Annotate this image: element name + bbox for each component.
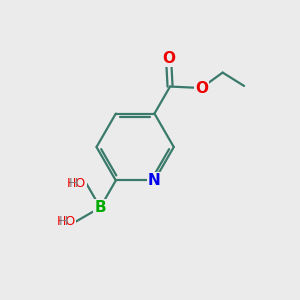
Text: HO: HO (56, 215, 76, 228)
Text: O: O (162, 51, 175, 66)
Text: N: N (148, 173, 161, 188)
Text: B: B (94, 200, 106, 215)
Text: HO: HO (67, 177, 86, 190)
Text: H: H (58, 215, 68, 228)
Text: O: O (195, 80, 208, 95)
Text: H: H (69, 177, 78, 190)
